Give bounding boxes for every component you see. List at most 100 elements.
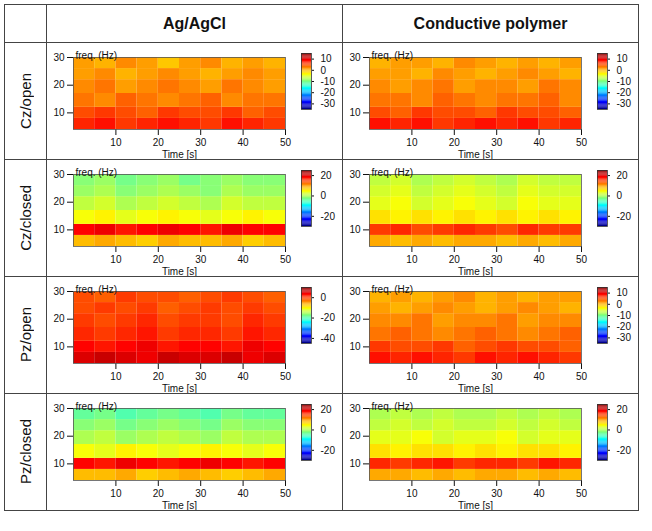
svg-text:30: 30 xyxy=(195,254,207,265)
svg-text:10: 10 xyxy=(617,287,629,298)
svg-text:freq. (Hz): freq. (Hz) xyxy=(76,401,118,412)
svg-text:30: 30 xyxy=(53,52,65,63)
svg-text:freq. (Hz): freq. (Hz) xyxy=(372,401,414,412)
svg-text:30: 30 xyxy=(53,403,65,414)
svg-text:40: 40 xyxy=(534,488,546,499)
svg-text:30: 30 xyxy=(491,137,503,148)
svg-text:20: 20 xyxy=(153,371,165,382)
svg-text:20: 20 xyxy=(321,404,333,415)
svg-text:20: 20 xyxy=(153,488,165,499)
svg-text:0: 0 xyxy=(617,65,623,76)
svg-text:0: 0 xyxy=(321,190,327,201)
svg-text:30: 30 xyxy=(349,286,361,297)
svg-text:50: 50 xyxy=(576,371,588,382)
svg-text:-10: -10 xyxy=(617,76,632,87)
svg-text:20: 20 xyxy=(53,430,65,441)
svg-text:20: 20 xyxy=(449,488,461,499)
svg-text:20: 20 xyxy=(321,170,333,181)
svg-text:10: 10 xyxy=(110,371,122,382)
svg-text:10: 10 xyxy=(617,53,629,64)
svg-text:40: 40 xyxy=(534,137,546,148)
svg-text:Time [s]: Time [s] xyxy=(458,383,493,394)
svg-text:-10: -10 xyxy=(321,76,336,87)
svg-text:10: 10 xyxy=(321,53,333,64)
svg-text:40: 40 xyxy=(534,254,546,265)
svg-text:10: 10 xyxy=(53,107,65,118)
svg-text:10: 10 xyxy=(406,137,418,148)
svg-text:-30: -30 xyxy=(617,332,632,343)
svg-text:Time [s]: Time [s] xyxy=(458,266,493,277)
svg-text:50: 50 xyxy=(576,488,588,499)
svg-text:20: 20 xyxy=(449,137,461,148)
svg-text:20: 20 xyxy=(53,196,65,207)
svg-text:-20: -20 xyxy=(321,87,336,98)
svg-text:30: 30 xyxy=(491,371,503,382)
svg-text:20: 20 xyxy=(349,313,361,324)
svg-text:Time [s]: Time [s] xyxy=(162,383,197,394)
svg-text:20: 20 xyxy=(617,170,629,181)
svg-text:-20: -20 xyxy=(321,445,336,456)
svg-text:freq. (Hz): freq. (Hz) xyxy=(372,167,414,178)
svg-text:-10: -10 xyxy=(617,310,632,321)
svg-text:30: 30 xyxy=(195,137,207,148)
svg-text:20: 20 xyxy=(53,313,65,324)
svg-text:10: 10 xyxy=(110,488,122,499)
svg-text:50: 50 xyxy=(576,254,588,265)
svg-text:20: 20 xyxy=(617,404,629,415)
svg-text:0: 0 xyxy=(321,65,327,76)
svg-text:20: 20 xyxy=(349,79,361,90)
svg-text:10: 10 xyxy=(349,224,361,235)
svg-text:10: 10 xyxy=(110,254,122,265)
svg-text:50: 50 xyxy=(280,254,292,265)
svg-text:40: 40 xyxy=(238,371,250,382)
svg-text:10: 10 xyxy=(349,341,361,352)
svg-text:freq. (Hz): freq. (Hz) xyxy=(76,284,118,295)
svg-text:-20: -20 xyxy=(321,211,336,222)
svg-text:10: 10 xyxy=(53,224,65,235)
svg-text:50: 50 xyxy=(576,137,588,148)
svg-text:0: 0 xyxy=(321,292,327,303)
svg-text:freq. (Hz): freq. (Hz) xyxy=(372,284,414,295)
svg-text:-20: -20 xyxy=(617,87,632,98)
svg-text:20: 20 xyxy=(153,137,165,148)
svg-text:40: 40 xyxy=(534,371,546,382)
svg-text:10: 10 xyxy=(53,341,65,352)
svg-text:freq. (Hz): freq. (Hz) xyxy=(372,50,414,61)
svg-text:Time [s]: Time [s] xyxy=(162,500,197,511)
svg-text:0: 0 xyxy=(617,190,623,201)
svg-text:-30: -30 xyxy=(321,98,336,109)
svg-text:30: 30 xyxy=(349,52,361,63)
svg-text:30: 30 xyxy=(491,254,503,265)
svg-text:10: 10 xyxy=(349,107,361,118)
svg-text:10: 10 xyxy=(349,458,361,469)
svg-text:Time [s]: Time [s] xyxy=(162,266,197,277)
svg-text:30: 30 xyxy=(349,403,361,414)
svg-text:20: 20 xyxy=(449,254,461,265)
svg-text:Time [s]: Time [s] xyxy=(162,149,197,160)
svg-text:-30: -30 xyxy=(617,98,632,109)
svg-text:0: 0 xyxy=(617,424,623,435)
svg-text:-40: -40 xyxy=(321,333,336,344)
svg-text:40: 40 xyxy=(238,488,250,499)
svg-text:freq. (Hz): freq. (Hz) xyxy=(76,167,118,178)
svg-text:30: 30 xyxy=(349,169,361,180)
svg-text:Time [s]: Time [s] xyxy=(458,500,493,511)
svg-text:-20: -20 xyxy=(617,321,632,332)
svg-text:30: 30 xyxy=(195,371,207,382)
svg-text:30: 30 xyxy=(53,286,65,297)
svg-text:10: 10 xyxy=(406,488,418,499)
svg-text:40: 40 xyxy=(238,254,250,265)
svg-text:30: 30 xyxy=(491,488,503,499)
svg-text:20: 20 xyxy=(449,371,461,382)
svg-text:50: 50 xyxy=(280,488,292,499)
svg-text:-20: -20 xyxy=(617,211,632,222)
svg-text:0: 0 xyxy=(617,299,623,310)
svg-text:20: 20 xyxy=(349,430,361,441)
svg-text:20: 20 xyxy=(349,196,361,207)
svg-text:20: 20 xyxy=(153,254,165,265)
svg-text:10: 10 xyxy=(53,458,65,469)
svg-text:30: 30 xyxy=(195,488,207,499)
svg-text:30: 30 xyxy=(53,169,65,180)
svg-text:0: 0 xyxy=(321,424,327,435)
svg-text:Time [s]: Time [s] xyxy=(458,149,493,160)
